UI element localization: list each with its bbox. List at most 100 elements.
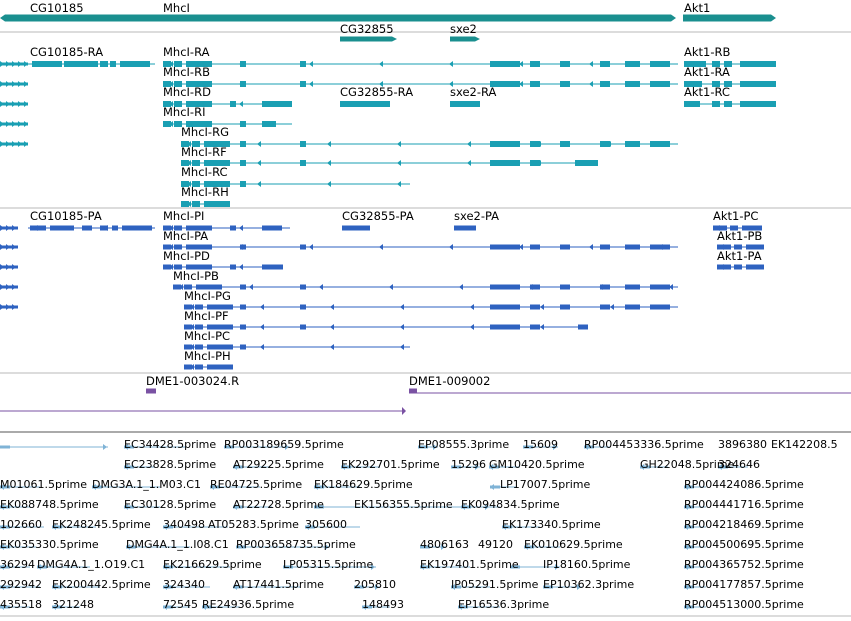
- feature-label-324646[interactable]: 324646: [718, 458, 760, 471]
- feature-label-rp004441716-5prime[interactable]: RP004441716.5prime: [684, 498, 804, 511]
- feature-label-lp05315-5prime[interactable]: LP05315.5prime: [283, 558, 374, 571]
- feature-label-rp004424086-5prime[interactable]: RP004424086.5prime: [684, 478, 804, 491]
- feature-label-36294[interactable]: 36294: [0, 558, 35, 571]
- feature-label-mhci-rg[interactable]: MhcI-RG: [181, 125, 229, 139]
- feature-label-mhci-ph[interactable]: MhcI-PH: [184, 349, 231, 363]
- transcript-model-mhci-rd-exon: [163, 101, 171, 107]
- feature-label-mhci-ra[interactable]: MhcI-RA: [163, 45, 210, 59]
- feature-label-mhci-pf[interactable]: MhcI-PF: [184, 309, 229, 323]
- feature-label-re24936-5prime[interactable]: RE24936.5prime: [202, 598, 295, 611]
- feature-label-rp004218469-5prime[interactable]: RP004218469.5prime: [684, 518, 804, 531]
- feature-label-mhci-pi[interactable]: MhcI-PI: [163, 209, 205, 223]
- feature-label-ip05291-5prime[interactable]: IP05291.5prime: [451, 578, 539, 591]
- feature-label-cg10185-pa[interactable]: CG10185-PA: [30, 209, 102, 223]
- feature-label-cg32855[interactable]: CG32855: [340, 22, 394, 36]
- feature-label-akt1-ra[interactable]: Akt1-RA: [684, 65, 730, 79]
- feature-label-sxe2-pa[interactable]: sxe2-PA: [454, 209, 500, 223]
- feature-label-mhci-pa[interactable]: MhcI-PA: [163, 229, 209, 243]
- feature-label-cg32855-ra[interactable]: CG32855-RA: [340, 85, 414, 99]
- feature-label-akt1-rc[interactable]: Akt1-RC: [684, 85, 730, 99]
- feature-label-rp004177857-5prime[interactable]: RP004177857.5prime: [684, 578, 804, 591]
- feature-label-ek292701-5prime[interactable]: EK292701.5prime: [341, 458, 440, 471]
- feature-label-cg10185[interactable]: CG10185: [30, 1, 84, 15]
- feature-label-mhci-rb[interactable]: MhcI-RB: [163, 65, 210, 79]
- feature-label-15609[interactable]: 15609: [523, 438, 558, 451]
- est-feature-block: [684, 565, 694, 569]
- feature-label-205810[interactable]: 205810: [354, 578, 396, 591]
- feature-label-ek197401-5prime[interactable]: EK197401.5prime: [420, 558, 519, 571]
- feature-label-mhci-rf[interactable]: MhcI-RF: [181, 145, 227, 159]
- feature-label-akt1[interactable]: Akt1: [684, 1, 711, 15]
- feature-label-148493[interactable]: 148493: [362, 598, 404, 611]
- feature-label-ec30128-5prime[interactable]: EC30128.5prime: [124, 498, 217, 511]
- feature-label-mhci[interactable]: MhcI: [163, 1, 190, 15]
- feature-label-dme1-003024-r[interactable]: DME1-003024.R: [146, 374, 240, 388]
- feature-label-mhci-ri[interactable]: MhcI-RI: [163, 105, 206, 119]
- transcript-edge-chevron: [6, 141, 10, 147]
- feature-label-ek035330-5prime[interactable]: EK035330.5prime: [0, 538, 99, 551]
- feature-label-mhci-pg[interactable]: MhcI-PG: [184, 289, 231, 303]
- feature-label-cg10185-ra[interactable]: CG10185-RA: [30, 45, 104, 59]
- feature-label-292942[interactable]: 292942: [0, 578, 42, 591]
- feature-label-gh22048-5prime[interactable]: GH22048.5prime: [640, 458, 735, 471]
- feature-label-lp17007-5prime[interactable]: LP17007.5prime: [500, 478, 591, 491]
- feature-label-rp003658735-5prime[interactable]: RP003658735.5prime: [236, 538, 356, 551]
- feature-label-gm10420-5prime[interactable]: GM10420.5prime: [489, 458, 585, 471]
- feature-label-mhci-rc[interactable]: MhcI-RC: [181, 165, 228, 179]
- feature-label-ek173340-5prime[interactable]: EK173340.5prime: [502, 518, 601, 531]
- feature-label-sxe2[interactable]: sxe2: [450, 22, 477, 36]
- feature-label-akt1-pb[interactable]: Akt1-PB: [717, 229, 763, 243]
- feature-label-15296[interactable]: 15296: [451, 458, 486, 471]
- feature-label-m01061-5prime[interactable]: M01061.5prime: [0, 478, 88, 491]
- feature-label-ec34428-5prime[interactable]: EC34428.5prime: [124, 438, 217, 451]
- feature-label-ec23828-5prime[interactable]: EC23828.5prime: [124, 458, 217, 471]
- feature-label-ek156355-5prime[interactable]: EK156355.5prime: [354, 498, 453, 511]
- feature-label-ek200442-5prime[interactable]: EK200442.5prime: [52, 578, 151, 591]
- feature-label-ep16536-3prime[interactable]: EP16536.3prime: [458, 598, 550, 611]
- feature-label-akt1-pc[interactable]: Akt1-PC: [713, 209, 759, 223]
- feature-label-akt1-rb[interactable]: Akt1-RB: [684, 45, 731, 59]
- feature-label-akt1-pa[interactable]: Akt1-PA: [717, 249, 762, 263]
- feature-label-rp003189659-5prime[interactable]: RP003189659.5prime: [224, 438, 344, 451]
- feature-label-mhci-pc[interactable]: MhcI-PC: [184, 329, 231, 343]
- feature-label-rp004513000-5prime[interactable]: RP004513000.5prime: [684, 598, 804, 611]
- feature-label-102660[interactable]: 102660: [0, 518, 42, 531]
- feature-label-dmg4a-1-1-o19-c1[interactable]: DMG4A.1_1.O19.C1: [37, 558, 146, 571]
- feature-label-at29225-5prime[interactable]: AT29225.5prime: [233, 458, 324, 471]
- feature-label-mhci-pb[interactable]: MhcI-PB: [173, 269, 219, 283]
- feature-label-sxe2-ra[interactable]: sxe2-RA: [450, 85, 497, 99]
- feature-label-mhci-rd[interactable]: MhcI-RD: [163, 85, 211, 99]
- feature-label-ep08555-3prime[interactable]: EP08555.3prime: [418, 438, 510, 451]
- feature-label-re04725-5prime[interactable]: RE04725.5prime: [210, 478, 303, 491]
- feature-label-ek184629-5prime[interactable]: EK184629.5prime: [314, 478, 413, 491]
- feature-label-ek248245-5prime[interactable]: EK248245.5prime: [52, 518, 151, 531]
- feature-label-dmg3a-1-1-m03-c1[interactable]: DMG3A.1_1.M03.C1: [92, 478, 201, 491]
- feature-label-4806163[interactable]: 4806163: [420, 538, 469, 551]
- feature-label-cg32855-pa[interactable]: CG32855-PA: [342, 209, 414, 223]
- feature-label-mhci-pd[interactable]: MhcI-PD: [163, 249, 210, 263]
- feature-label-dme1-009002[interactable]: DME1-009002: [409, 374, 491, 388]
- feature-label-321248[interactable]: 321248: [52, 598, 94, 611]
- feature-label-at22728-5prime[interactable]: AT22728.5prime: [233, 498, 324, 511]
- feature-label-dmg4a-1-1-i08-c1[interactable]: DMG4A.1_1.I08.C1: [126, 538, 229, 551]
- feature-label-ek094834-5prime[interactable]: EK094834.5prime: [461, 498, 560, 511]
- feature-label-324340[interactable]: 324340: [163, 578, 205, 591]
- feature-label-mhci-rh[interactable]: MhcI-RH: [181, 185, 229, 199]
- feature-label-ek088748-5prime[interactable]: EK088748.5prime: [0, 498, 99, 511]
- feature-label-ip18160-5prime[interactable]: IP18160.5prime: [543, 558, 631, 571]
- feature-label-rp004500695-5prime[interactable]: RP004500695.5prime: [684, 538, 804, 551]
- feature-label-ek010629-5prime[interactable]: EK010629.5prime: [524, 538, 623, 551]
- feature-label-3896380[interactable]: 3896380: [718, 438, 767, 451]
- feature-label-rp004365752-5prime[interactable]: RP004365752.5prime: [684, 558, 804, 571]
- feature-label-72545[interactable]: 72545: [163, 598, 198, 611]
- feature-label-435518[interactable]: 435518: [0, 598, 42, 611]
- feature-label-rp004453336-5prime[interactable]: RP004453336.5prime: [584, 438, 704, 451]
- feature-label-at05283-5prime[interactable]: AT05283.5prime: [208, 518, 299, 531]
- feature-label-340498[interactable]: 340498: [163, 518, 205, 531]
- feature-label-ek142208-5[interactable]: EK142208.5: [771, 438, 838, 451]
- feature-label-at17441-5prime[interactable]: AT17441.5prime: [233, 578, 324, 591]
- feature-label-ep10362-3prime[interactable]: EP10362.3prime: [543, 578, 635, 591]
- feature-label-ek216629-5prime[interactable]: EK216629.5prime: [163, 558, 262, 571]
- feature-label-305600[interactable]: 305600: [305, 518, 347, 531]
- feature-label-49120[interactable]: 49120: [478, 538, 513, 551]
